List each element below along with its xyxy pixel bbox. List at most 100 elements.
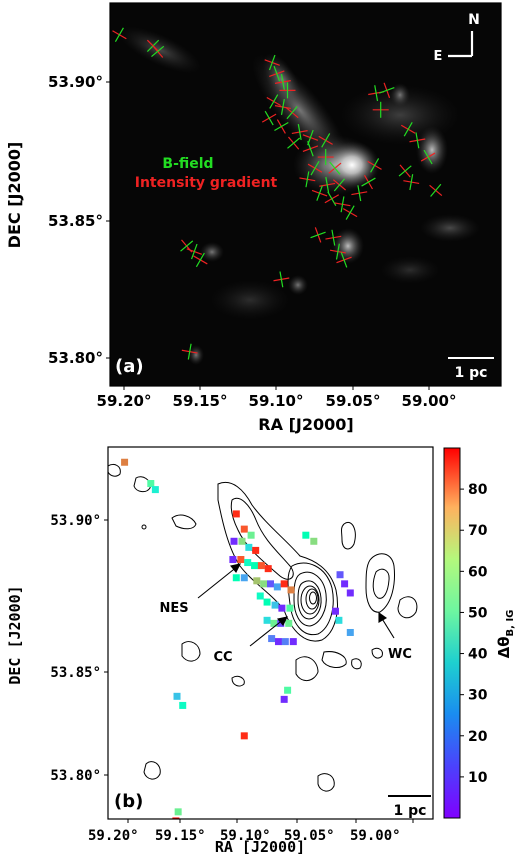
delta-theta-square [174,808,182,816]
delta-theta-square [264,565,272,573]
bfield-vector [379,87,395,94]
delta-theta-square [284,686,292,694]
bfield-vector [310,231,326,239]
tick-label: 59.00° [402,392,457,410]
delta-theta-square [336,571,344,579]
compass: N E [434,12,480,64]
delta-theta-square [257,562,265,570]
delta-theta-square [251,562,259,570]
delta-theta-square [252,546,260,554]
bfield-vector [331,229,336,246]
delta-theta-square [285,619,293,627]
tick-label: 53.90° [48,73,103,91]
delta-theta-square [331,607,339,615]
panel-a: N E B-field Intensity gradient (a) 1 pc … [5,2,502,434]
panel-a-emission [118,26,480,365]
bfield-vector [286,106,298,120]
delta-theta-square [173,692,181,700]
delta-theta-square [253,577,261,585]
compass-e: E [434,49,443,64]
bfield-vector [316,185,323,201]
bfield-vector [340,252,348,268]
panel-b-plot-area [108,447,433,819]
bfield-vector [269,94,279,109]
colorbar: 80 70 60 50 40 30 20 10 ΔθB, IG [443,447,516,819]
bfield-vector [398,165,412,177]
tick-label: 59.10° [249,392,304,410]
colorbar-label-subscript: B, IG [505,610,516,637]
panel-a-ticks [106,81,430,390]
bfield-vector [114,27,124,42]
bfield-vector [268,54,276,71]
colorbar-tick-label: 50 [468,605,488,621]
delta-theta-square [260,580,268,588]
delta-theta-square [280,580,288,588]
delta-theta-square [341,580,349,588]
delta-theta-square [263,598,271,606]
delta-theta-square [179,701,187,709]
bfield-vector [333,178,346,192]
delta-theta-layer [121,458,354,819]
delta-theta-square [286,604,294,612]
bfield-vector [297,124,302,141]
scalebar-b-label: 1 pc [394,803,427,819]
panel-a-label: (a) [115,356,144,377]
bfield-vector [345,205,355,220]
colorbar-tick-label: 20 [468,729,488,745]
bfield-vector [273,65,281,82]
delta-theta-square [172,817,180,819]
bfield-vector [374,85,379,102]
delta-theta-square [247,531,255,539]
panel-b-xlabel: RA [J2000] [215,838,305,854]
tick-label: 59.00° [350,828,401,844]
colorbar-tick-label: 30 [468,688,488,704]
tick-label: 53.80° [50,768,101,784]
annotations [197,563,395,647]
delta-theta-square [277,619,285,627]
delta-theta-square [280,695,288,703]
delta-theta-square [240,732,248,740]
panel-a-ylabel: DEC [J2000] [5,142,24,249]
delta-theta-square [238,537,246,545]
delta-theta-square [268,635,276,643]
bfield-vector [264,110,274,126]
tick-label: 53.80° [48,349,103,367]
bfield-vector [274,121,289,131]
bfield-vector [305,171,310,188]
delta-theta-square [289,638,297,646]
panel-a-yticklabels: 53.90° 53.85° 53.80° [48,73,103,367]
panel-b-ylabel: DEC [J2000] [6,585,24,684]
panel-b: NES CC WC (b) 1 pc 59.20° 59.15° 59.10° … [6,446,516,854]
tick-label: 59.15° [155,828,206,844]
bfield-vector [329,161,341,175]
panel-b-xticklabels: 59.20° 59.15° 59.10° 59.05° 59.00° [88,828,401,844]
panel-a-xticklabels: 59.20° 59.15° 59.10° 59.05° 59.00° [97,392,457,410]
legend-bfield: B-field [162,156,213,172]
bfield-vector [187,343,192,360]
bfield-vector [280,99,285,116]
tick-label: 53.85° [50,665,101,681]
delta-theta-square [229,556,237,564]
delta-theta-square [346,628,354,636]
annotation-wc: WC [388,647,412,662]
bfield-vector [361,177,376,187]
delta-theta-square [232,574,240,582]
panel-a-frame [109,2,502,387]
bfield-vector [279,271,284,288]
delta-theta-square [287,586,295,594]
delta-theta-square [267,580,274,588]
bfield-vector [409,174,414,191]
tick-label: 59.20° [97,392,152,410]
compass-n: N [468,12,480,28]
delta-theta-square [270,619,278,627]
delta-theta-square [346,589,354,597]
bfield-vector [195,252,205,268]
colorbar-tick-label: 60 [468,564,488,580]
delta-theta-square [244,559,252,567]
tick-label: 59.10° [220,828,271,844]
bfield-vector [151,45,165,58]
panel-b-label: (b) [114,791,143,812]
colorbar-tick-label: 70 [468,523,488,539]
bfield-vector [287,137,301,149]
bfield-vector [325,176,330,193]
